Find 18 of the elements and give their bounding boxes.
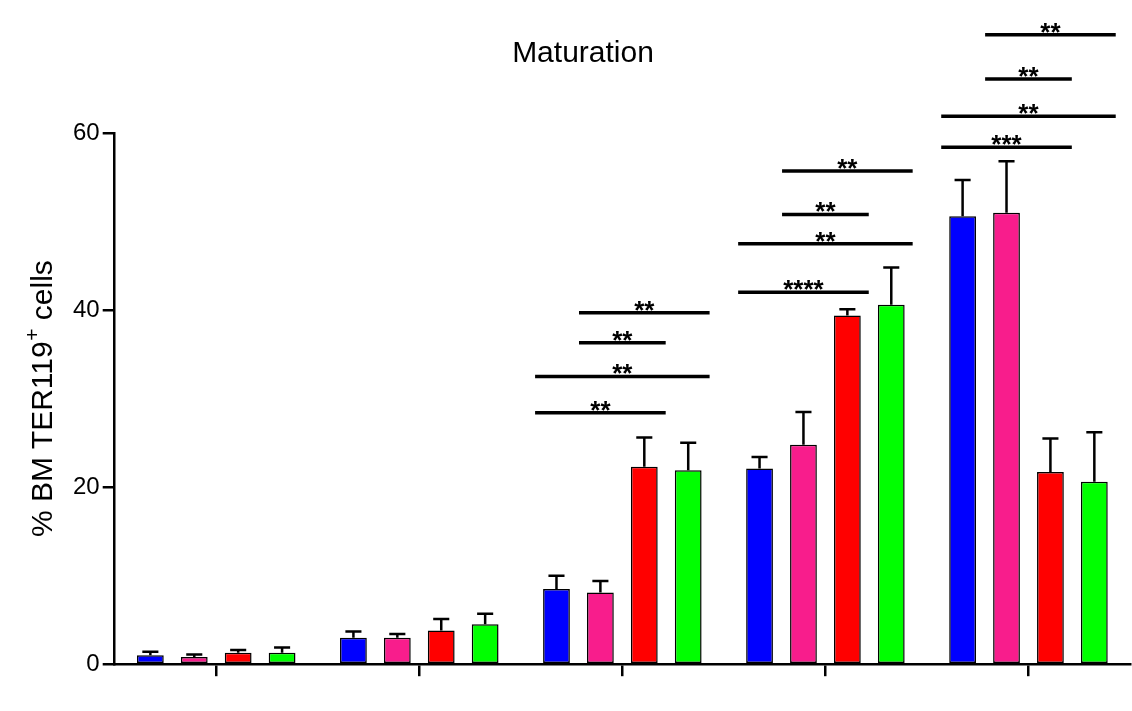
annotation: ** xyxy=(590,394,612,425)
annotation: ** xyxy=(815,225,837,256)
y-axis-title: % BM TER119+ cells xyxy=(19,260,58,537)
text: ** xyxy=(1040,16,1062,47)
text: ** xyxy=(1018,60,1040,91)
annotation: ** xyxy=(612,324,634,355)
y-tick-label: 40 xyxy=(72,294,100,322)
annotation: ** xyxy=(612,358,634,389)
annotation: **** xyxy=(783,274,825,305)
annotation: ** xyxy=(634,294,656,325)
annotation: ** xyxy=(837,153,859,184)
y-tick-label: 60 xyxy=(72,117,100,145)
text: ** xyxy=(1018,98,1040,129)
chart-title: Maturation xyxy=(512,35,654,68)
y-tick-label: 20 xyxy=(72,471,100,499)
y-tick-label: 0 xyxy=(86,648,100,676)
annotation: *** xyxy=(991,129,1023,160)
annotation: ** xyxy=(815,196,837,227)
